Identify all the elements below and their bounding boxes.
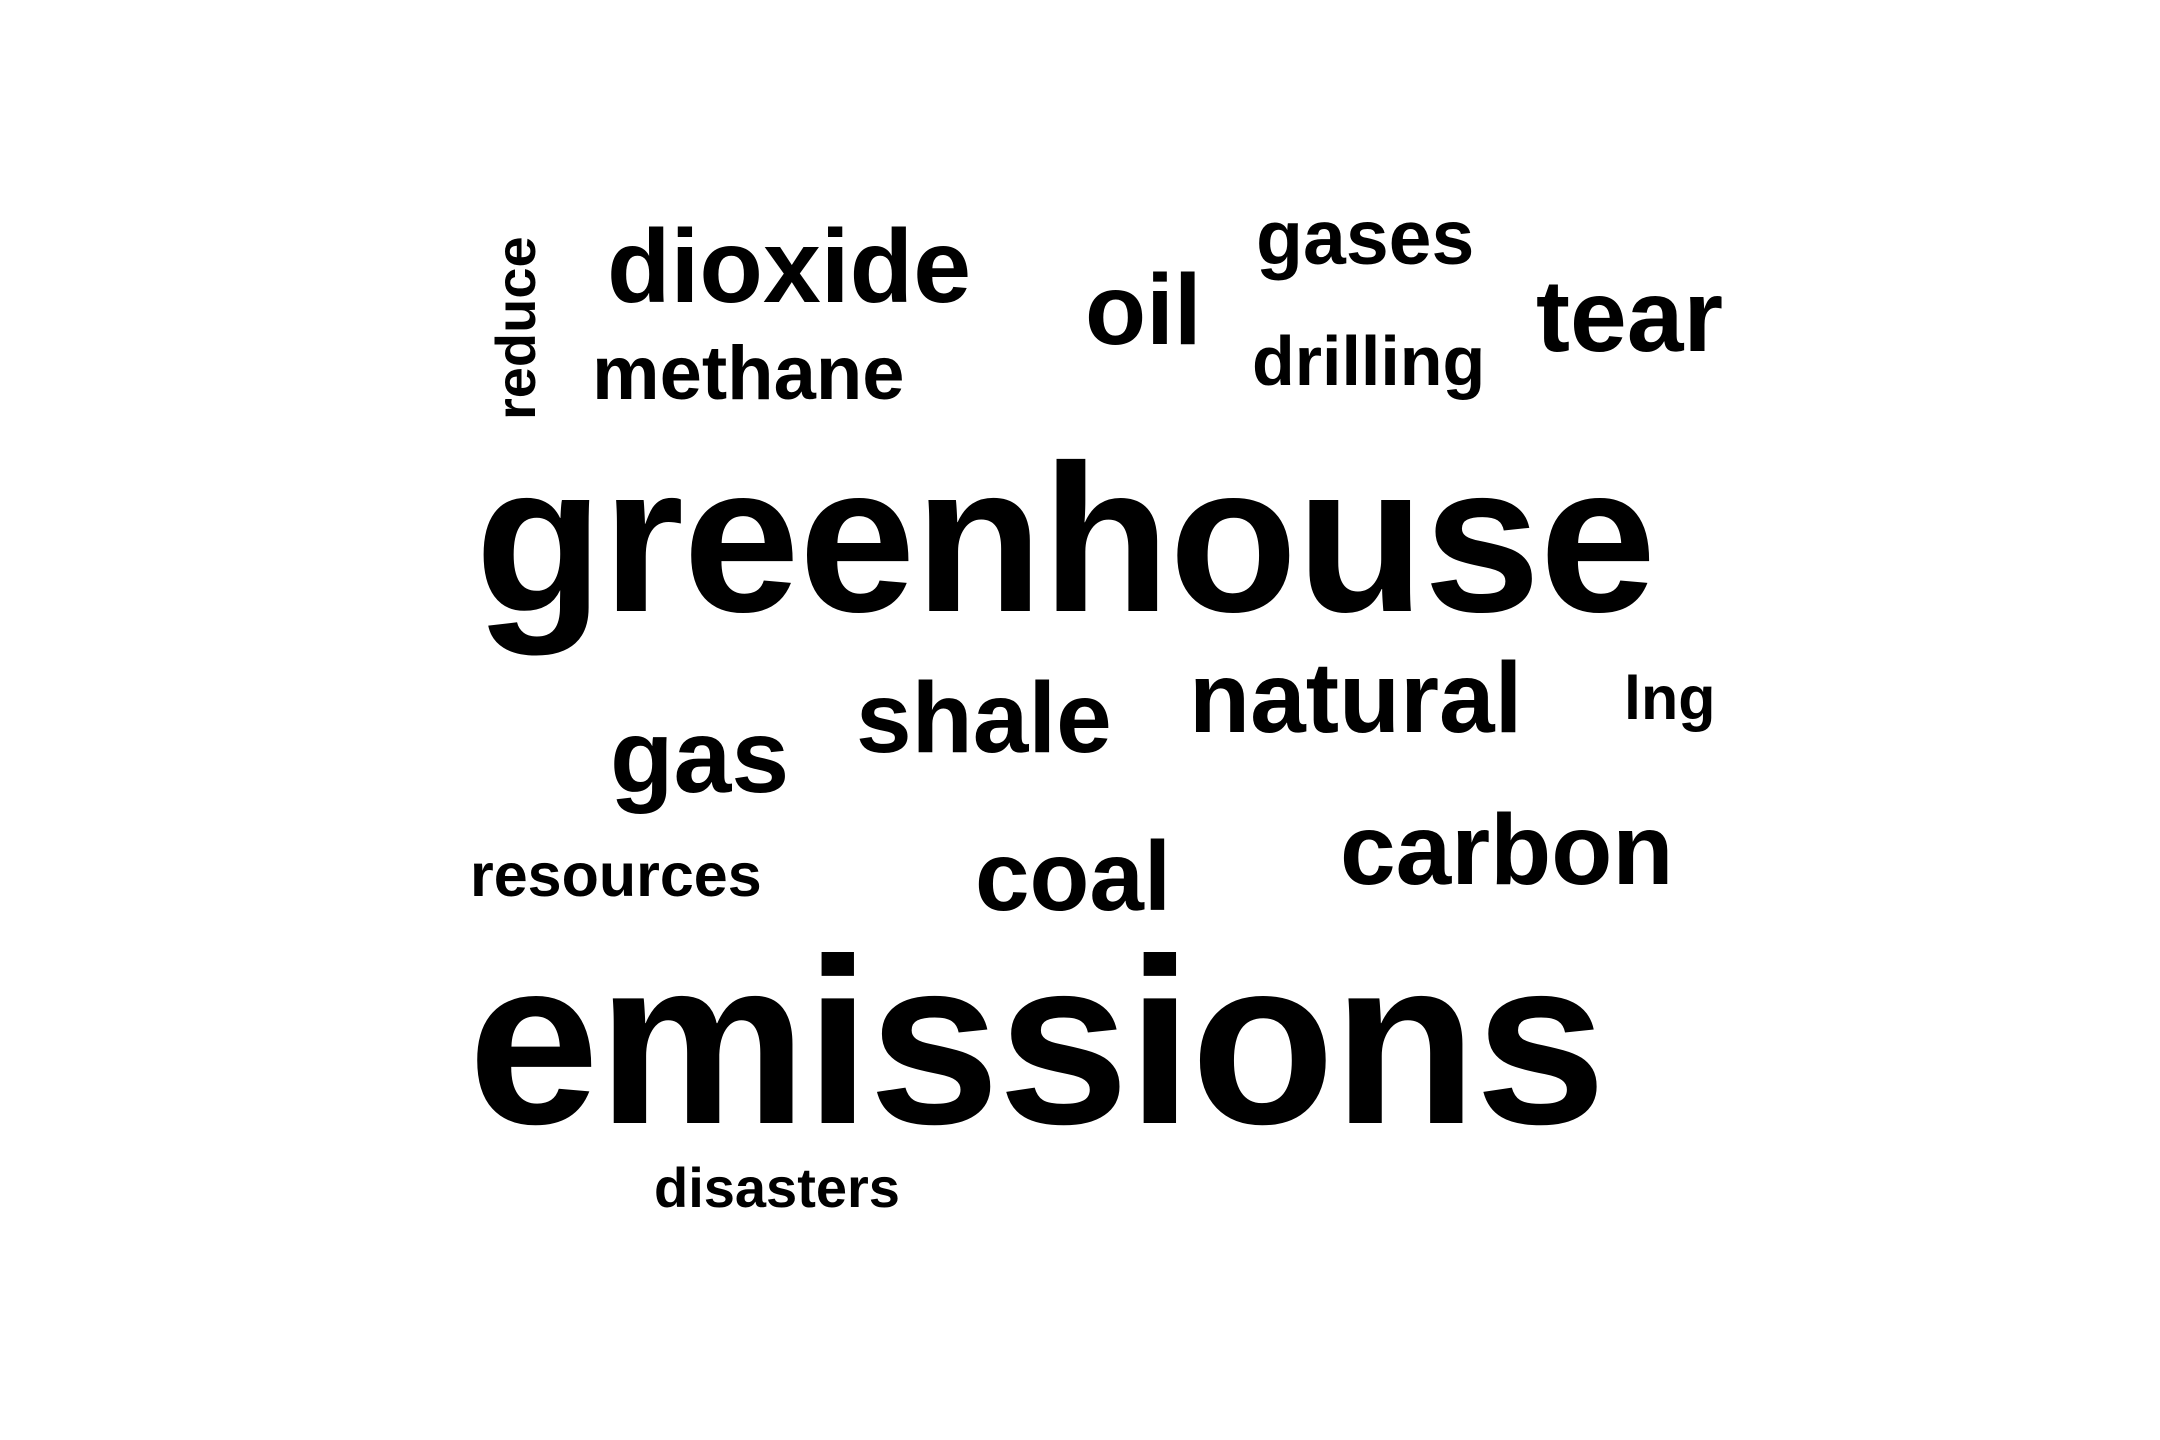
word-disasters: disasters — [654, 1156, 900, 1219]
word-resources: resources — [470, 841, 762, 909]
word-emissions: emissions — [468, 910, 1606, 1174]
word-drilling: drilling — [1252, 322, 1486, 400]
word-reduce: reduce — [484, 236, 547, 420]
word-oil: oil — [1085, 254, 1202, 366]
word-lng: lng — [1624, 664, 1716, 732]
word-dioxide: dioxide — [607, 209, 972, 325]
word-tear: tear — [1536, 259, 1724, 373]
word-natural: natural — [1189, 642, 1523, 754]
word-gases: gases — [1256, 195, 1475, 281]
word-shale: shale — [856, 662, 1112, 774]
word-carbon: carbon — [1340, 794, 1674, 906]
word-gas: gas — [610, 699, 790, 815]
word-methane: methane — [592, 331, 905, 416]
word-greenhouse: greenhouse — [475, 421, 1656, 656]
word-coal: coal — [975, 821, 1172, 931]
